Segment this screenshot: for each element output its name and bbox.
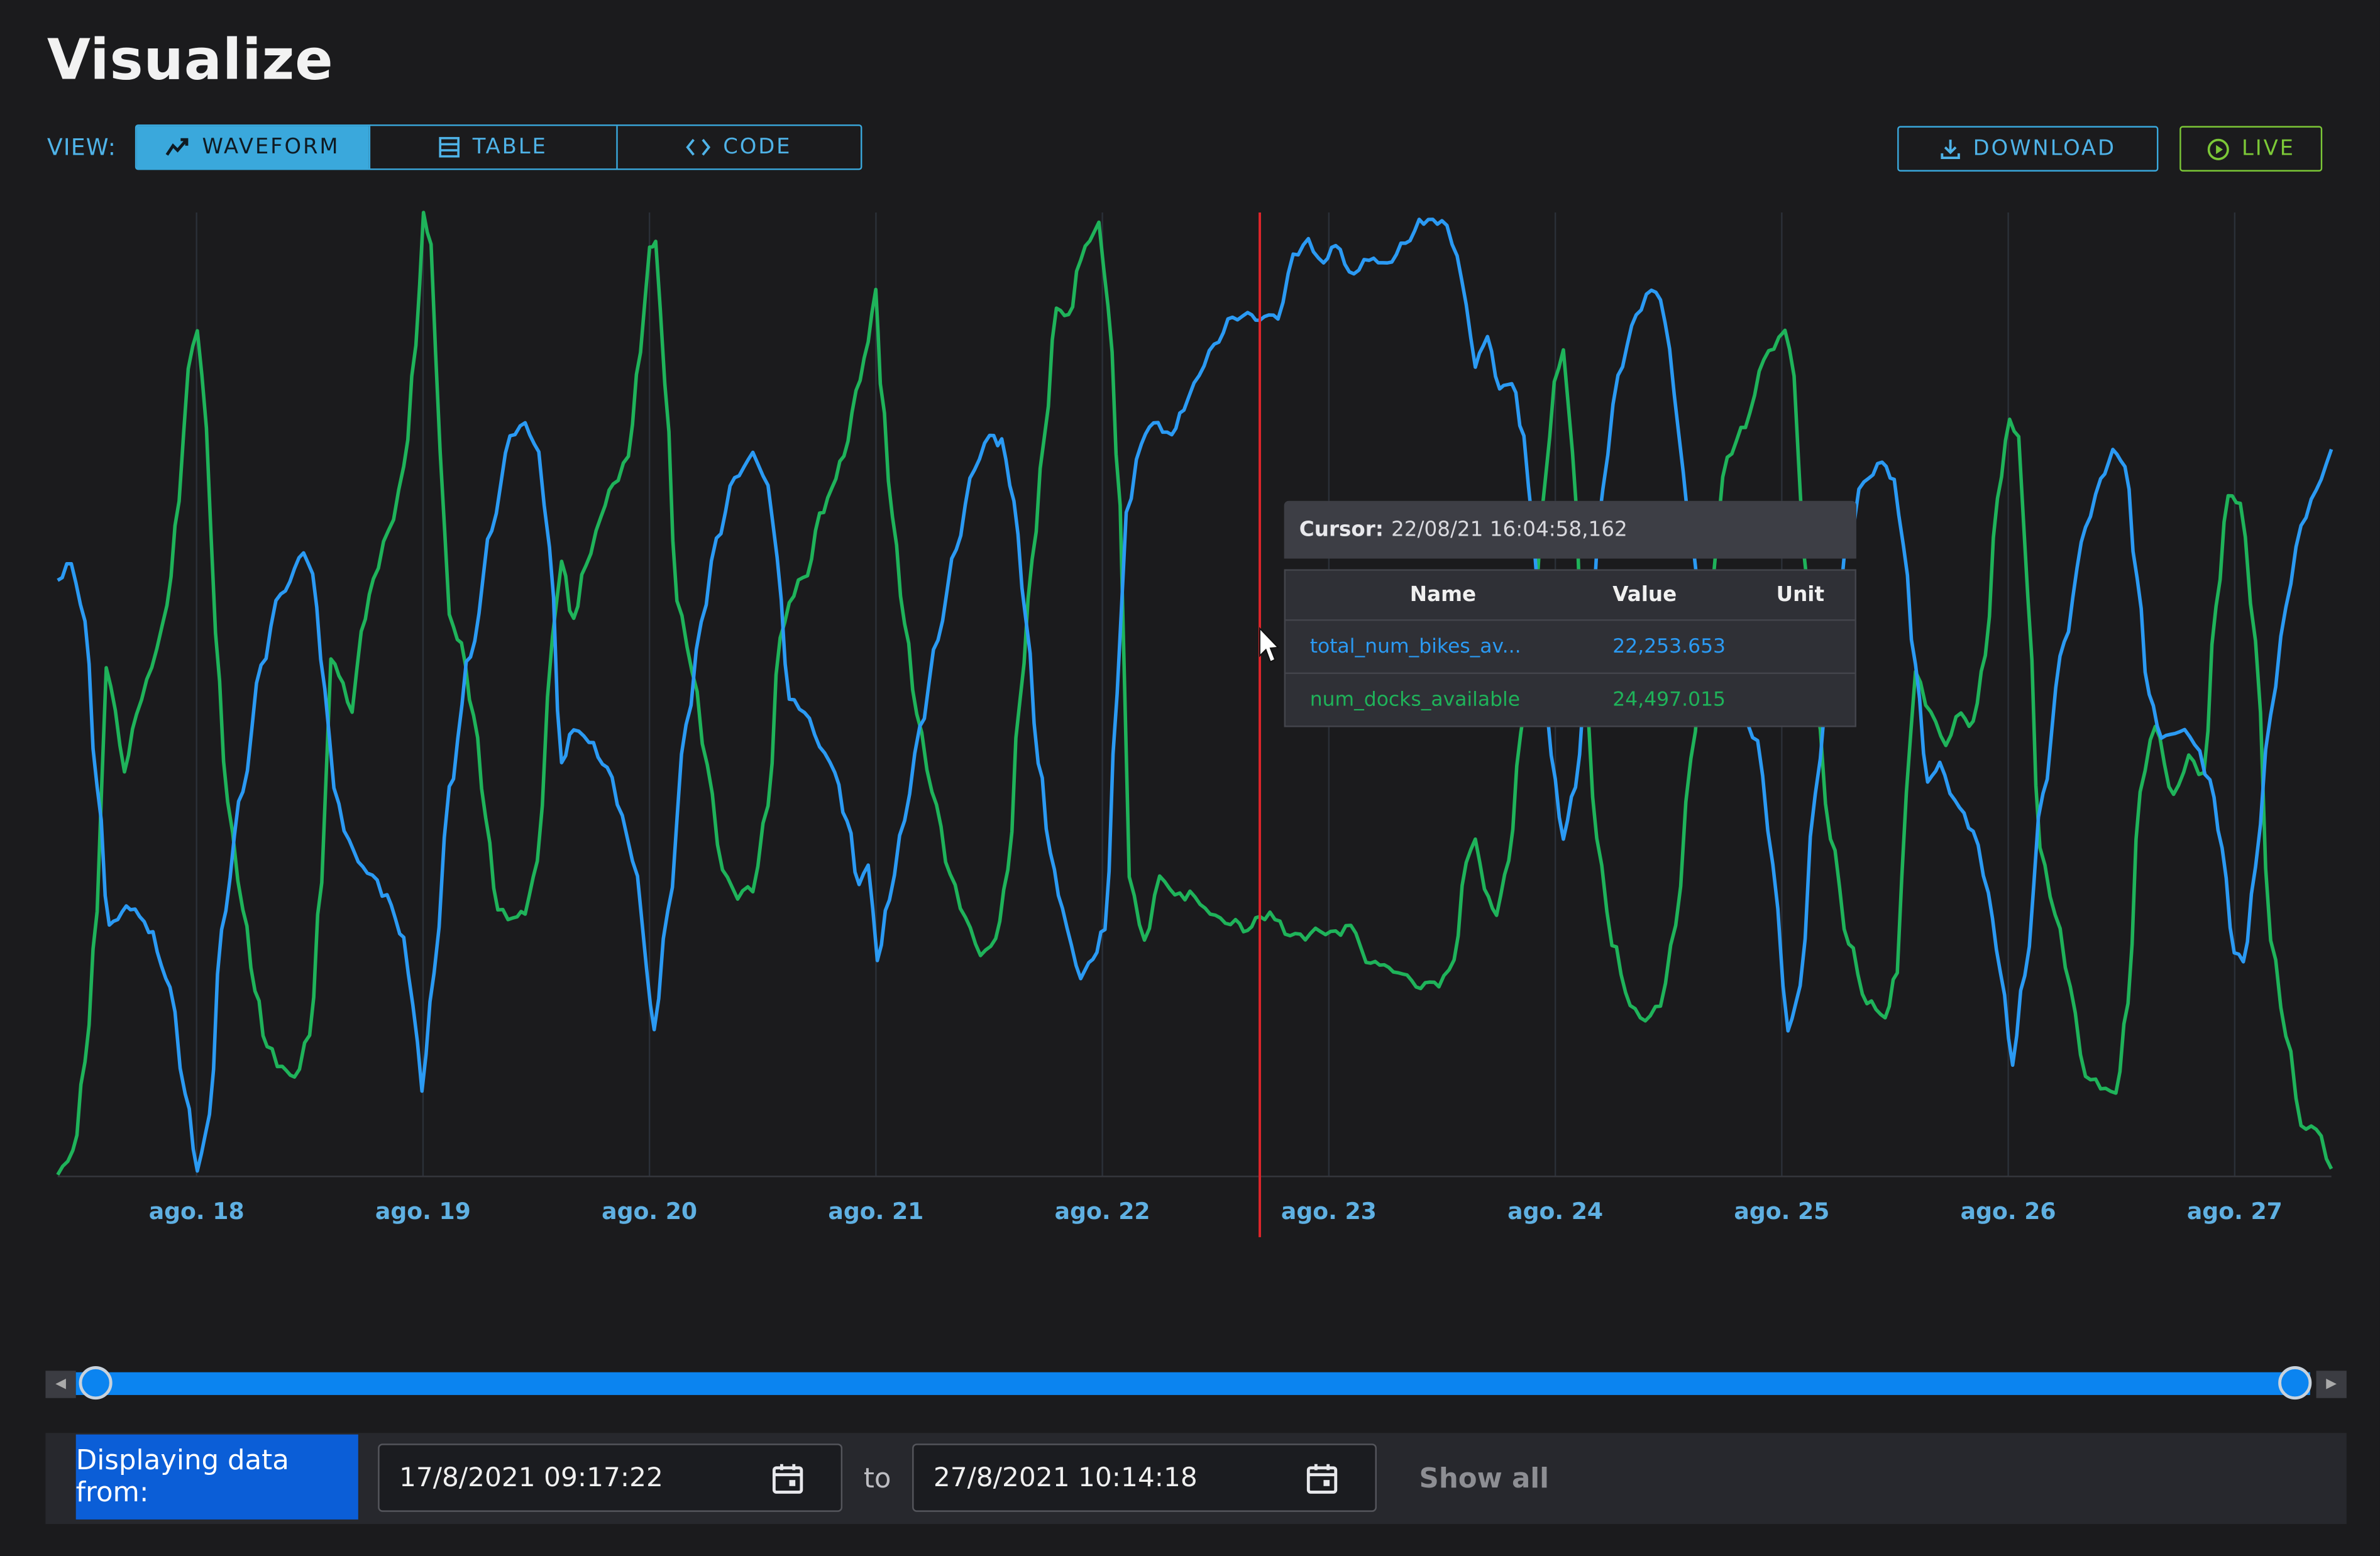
from-date-value: 17/8/2021 09:17:22	[399, 1462, 663, 1493]
range-start-handle[interactable]	[79, 1366, 113, 1400]
x-tick-label: ago. 18	[149, 1198, 245, 1225]
x-tick-label: ago. 21	[828, 1198, 923, 1225]
live-button[interactable]: LIVE	[2179, 126, 2323, 172]
series-value-docks: 24,497.015	[1612, 688, 1726, 712]
column-header-unit: Unit	[1776, 583, 1825, 607]
x-axis-labels: ago. 18 ago. 19 ago. 20 ago. 21 ago. 22 ago. …	[149, 1198, 2283, 1225]
x-tick-label: ago. 20	[602, 1198, 697, 1225]
download-icon	[1941, 140, 1960, 160]
view-label: VIEW:	[47, 133, 117, 161]
tab-table[interactable]: TABLE	[368, 126, 617, 169]
series-value-bikes: 22,253.653	[1612, 635, 1726, 658]
show-all-button[interactable]: Show all	[1419, 1463, 1550, 1496]
range-end-handle[interactable]	[2278, 1366, 2312, 1400]
table-row: num_docks_available 24,497.015	[1286, 672, 1855, 726]
calendar-icon[interactable]	[1305, 1462, 1338, 1495]
range-slider-track[interactable]	[75, 1372, 2310, 1395]
tab-waveform[interactable]: WAVEFORM	[136, 126, 369, 169]
mouse-pointer-icon	[1259, 627, 1280, 663]
series-line-bikes	[57, 218, 2333, 1173]
tab-code[interactable]: CODE	[616, 126, 861, 169]
chart-grid	[196, 212, 2236, 1177]
tab-table-label: TABLE	[472, 135, 548, 160]
caret-right-icon: ▶	[2326, 1376, 2337, 1393]
displaying-data-label: Displaying data from:	[75, 1434, 358, 1520]
x-tick-label: ago. 22	[1055, 1198, 1150, 1225]
to-label: to	[863, 1463, 891, 1496]
tab-code-label: CODE	[723, 135, 792, 160]
tooltip-table: Name Value Unit total_num_bikes_av... 22…	[1284, 569, 1856, 727]
tab-waveform-label: WAVEFORM	[202, 135, 340, 160]
x-tick-label: ago. 27	[2187, 1198, 2283, 1225]
cursor-tooltip: Cursor: 22/08/21 16:04:58,162 Name Value…	[1284, 500, 1856, 727]
download-button-label: DOWNLOAD	[1973, 136, 2117, 161]
to-date-input[interactable]: 27/8/2021 10:14:18	[912, 1443, 1377, 1512]
scroll-right-button[interactable]: ▶	[2316, 1371, 2347, 1398]
series-name-bikes: total_num_bikes_av...	[1309, 635, 1521, 658]
tooltip-cursor-value: 22/08/21 16:04:58,162	[1391, 517, 1628, 542]
caret-left-icon: ◀	[55, 1376, 66, 1393]
from-date-input[interactable]: 17/8/2021 09:17:22	[378, 1443, 843, 1512]
page-title: Visualize	[47, 27, 334, 93]
series-name-docks: num_docks_available	[1309, 688, 1521, 712]
to-date-value: 27/8/2021 10:14:18	[933, 1462, 1198, 1493]
waveform-chart[interactable]: ago. 18 ago. 19 ago. 20 ago. 21 ago. 22 ago. …	[0, 0, 2380, 1260]
x-tick-label: ago. 25	[1734, 1198, 1829, 1225]
play-circle-icon	[2207, 138, 2229, 160]
column-header-name: Name	[1409, 583, 1477, 607]
tooltip-cursor-label: Cursor:	[1299, 517, 1384, 542]
tooltip-cursor-header: Cursor: 22/08/21 16:04:58,162	[1284, 500, 1856, 559]
view-switcher: WAVEFORM TABLE CODE	[135, 124, 862, 170]
x-tick-label: ago. 19	[375, 1198, 471, 1225]
code-brackets-icon	[686, 138, 711, 156]
download-button[interactable]: DOWNLOAD	[1897, 126, 2159, 172]
column-header-value: Value	[1612, 583, 1677, 607]
x-tick-label: ago. 26	[1961, 1198, 2056, 1225]
x-tick-label: ago. 24	[1507, 1198, 1603, 1225]
calendar-icon[interactable]	[771, 1462, 805, 1495]
x-tick-label: ago. 23	[1281, 1198, 1377, 1225]
scroll-left-button[interactable]: ◀	[45, 1371, 76, 1398]
series-line-docks	[56, 211, 2333, 1176]
table-icon	[439, 136, 460, 158]
trend-line-icon	[165, 138, 189, 156]
tooltip-table-header: Name Value Unit	[1286, 571, 1854, 619]
live-button-label: LIVE	[2242, 136, 2295, 161]
table-row: total_num_bikes_av... 22,253.653	[1286, 619, 1855, 673]
